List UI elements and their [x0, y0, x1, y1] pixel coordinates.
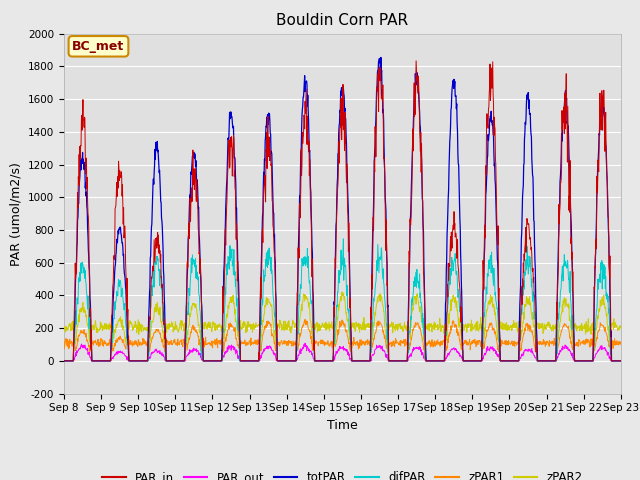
Legend: PAR_in, PAR_out, totPAR, difPAR, zPAR1, zPAR2: PAR_in, PAR_out, totPAR, difPAR, zPAR1, …	[97, 466, 588, 480]
X-axis label: Time: Time	[327, 419, 358, 432]
Title: Bouldin Corn PAR: Bouldin Corn PAR	[276, 13, 408, 28]
Y-axis label: PAR (umol/m2/s): PAR (umol/m2/s)	[10, 162, 22, 265]
Text: BC_met: BC_met	[72, 40, 125, 53]
